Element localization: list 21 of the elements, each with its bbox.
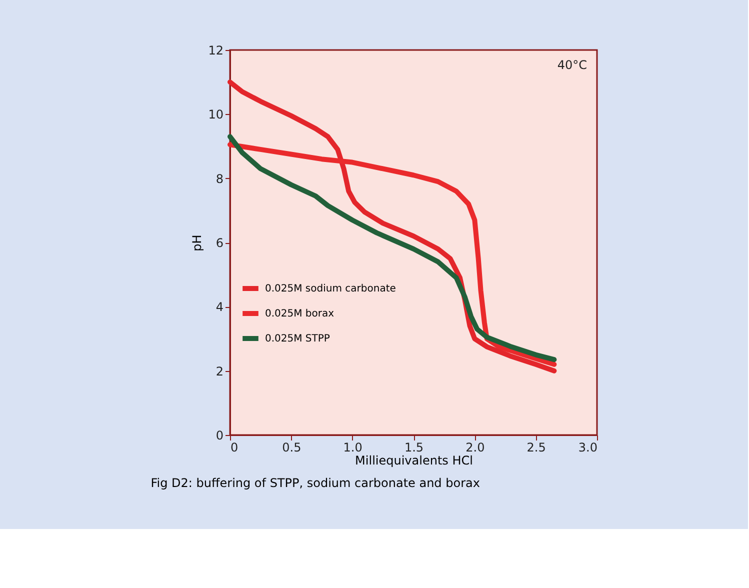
y-tick-label: 8 [216,172,224,186]
legend-label: 0.025M borax [265,308,334,320]
x-tick-label: 3.0 [578,440,598,454]
x-tick-label: 2.5 [526,440,546,454]
y-tick-label: 2 [216,364,224,378]
x-tick-label: 1.5 [404,440,424,454]
x-tick-label: 0 [230,440,238,454]
x-tick-label: 1.0 [343,440,362,454]
y-axis-title: pH [190,234,204,252]
annotation: 40°C [557,58,587,72]
legend-label: 0.025M sodium carbonate [265,284,396,294]
y-tick-label: 4 [216,300,224,314]
x-tick-label: 2.0 [466,440,485,454]
x-axis-title: Milliequivalents HCl [355,454,473,468]
legend-label: 0.025M STPP [265,334,330,344]
y-tick-label: 0 [216,428,224,442]
text: Fig D2: buffering of STPP, sodium carbonate and borax [150,476,480,490]
y-tick-label: 12 [208,44,224,58]
y-tick-label: 10 [208,108,224,122]
x-tick-label: 0.5 [282,440,302,454]
y-tick-label: 6 [216,236,224,250]
